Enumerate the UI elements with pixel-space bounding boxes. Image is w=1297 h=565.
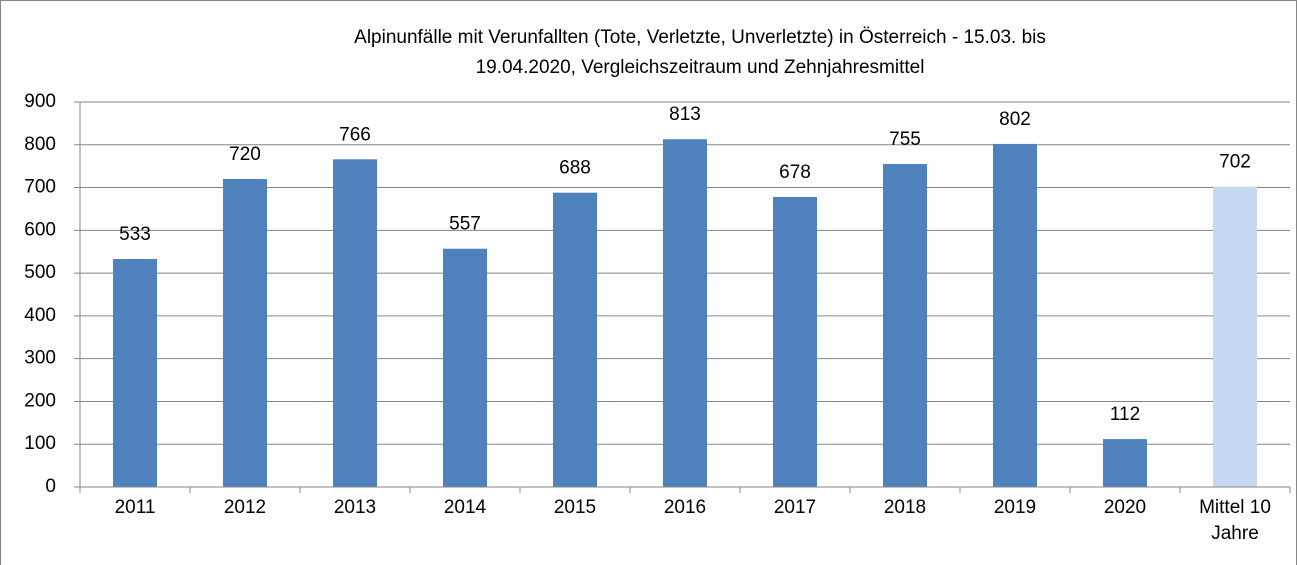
data-label: 688	[559, 158, 591, 179]
data-label: 720	[229, 144, 261, 165]
data-label: 813	[669, 104, 701, 125]
bar	[1103, 439, 1147, 487]
bar	[883, 164, 927, 487]
y-tick-label: 500	[24, 262, 56, 283]
chart-title: Alpinunfälle mit Verunfallten (Tote, Ver…	[354, 27, 1046, 48]
x-tick-label: 2018	[883, 497, 927, 518]
x-tick-label: 2014	[443, 497, 487, 518]
data-label: 557	[449, 214, 481, 235]
y-tick-label: 800	[24, 134, 56, 155]
x-tick-label: Mittel 10 Jahre	[1199, 497, 1271, 544]
y-tick-label: 600	[24, 219, 56, 240]
y-tick-label: 0	[45, 476, 56, 497]
data-label: 755	[889, 129, 921, 150]
bar	[773, 196, 817, 487]
data-label: 766	[339, 124, 371, 145]
bar	[663, 139, 707, 487]
bar	[993, 143, 1037, 487]
y-tick-label: 700	[24, 177, 56, 198]
x-tick-label: 2017	[773, 497, 817, 518]
data-label: 112	[1110, 404, 1140, 425]
data-label: 533	[119, 224, 151, 245]
bar	[553, 192, 597, 487]
x-tick-label: 2011	[114, 497, 156, 518]
bar	[113, 258, 157, 487]
y-tick-label: 900	[24, 91, 56, 112]
x-tick-label: 2013	[333, 497, 377, 518]
x-tick-label: 2016	[663, 497, 707, 518]
x-tick-label: 2019	[993, 497, 1037, 518]
y-tick-label: 300	[24, 348, 56, 369]
data-label: 802	[999, 109, 1031, 130]
y-tick-label: 200	[24, 390, 56, 411]
bar	[223, 179, 267, 487]
data-label: 702	[1219, 152, 1251, 173]
data-label: 678	[779, 162, 811, 183]
bar	[443, 248, 487, 487]
y-tick-label: 400	[24, 305, 56, 326]
y-tick-label: 100	[24, 433, 56, 454]
x-tick-label: 2020	[1103, 497, 1147, 518]
x-tick-label: 2012	[223, 497, 267, 518]
chart-title: 19.04.2020, Vergleichszeitraum und Zehnj…	[476, 57, 925, 78]
bar	[333, 159, 377, 488]
x-tick-label: 2015	[553, 497, 597, 518]
bar	[1213, 186, 1257, 487]
